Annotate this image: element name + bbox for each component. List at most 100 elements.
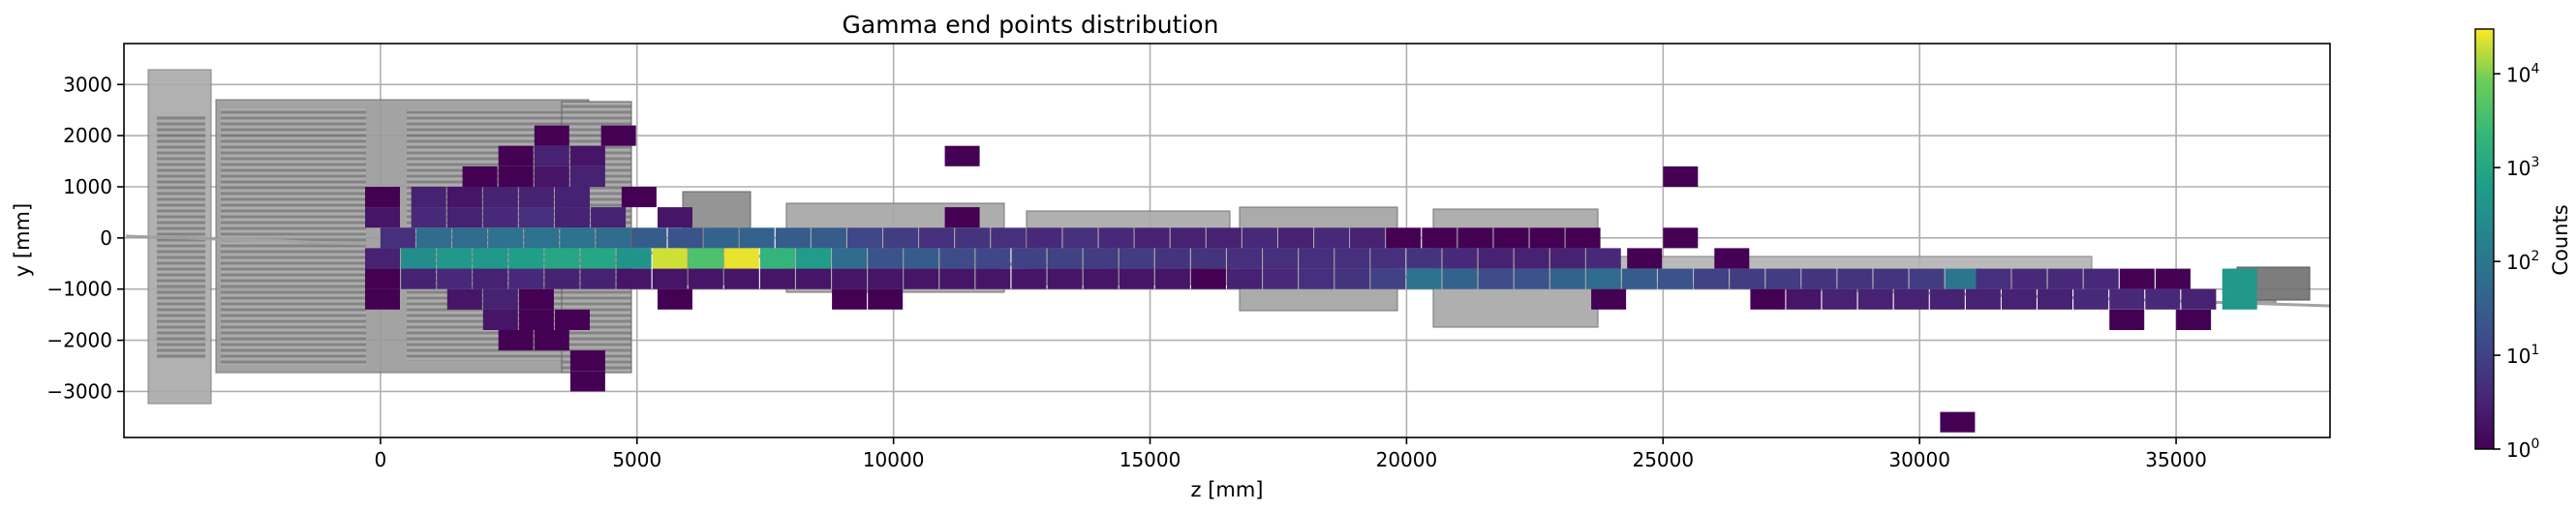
heatmap-cell: [534, 145, 569, 166]
heatmap-cell: [411, 207, 446, 228]
heatmap-cell: [365, 248, 400, 269]
heatmap-cell: [1750, 288, 1786, 310]
heatmap-cell: [1190, 248, 1226, 269]
y-tick-label: 1000: [63, 175, 112, 198]
heatmap-cell: [569, 145, 605, 166]
heatmap-cell: [1119, 268, 1154, 289]
heatmap-cell: [2119, 268, 2155, 289]
heatmap-cell: [1083, 268, 1119, 289]
heatmap-cell: [488, 227, 524, 249]
heatmap-cell: [473, 248, 508, 269]
heatmap-cell: [1406, 248, 1442, 269]
x-axis-ticks: 0 5000 10000 15000 20000 25000 30000 35000: [375, 437, 2207, 471]
heatmap-cell: [652, 248, 688, 269]
x-tick-label: 20000: [1376, 448, 1438, 471]
heatmap-cell: [1549, 268, 1585, 289]
heatmap-cell: [868, 248, 904, 269]
heatmap-cell: [796, 248, 831, 269]
heatmap-cell: [631, 227, 667, 249]
heatmap-cell: [955, 227, 991, 249]
heatmap-cell: [1621, 268, 1657, 289]
heatmap-cell: [1062, 227, 1098, 249]
heatmap-cell: [1893, 288, 1929, 310]
colorbar-tick-label: 104: [2506, 61, 2539, 86]
colorbar-ticks: 100 101 102 103 104: [2494, 61, 2539, 462]
heatmap-cell: [1047, 268, 1083, 289]
heatmap-cell: [658, 288, 692, 310]
heatmap-cell: [1134, 227, 1170, 249]
colorbar: [2474, 28, 2495, 450]
heatmap-cell: [2083, 268, 2119, 289]
heatmap-cell: [1098, 227, 1134, 249]
heatmap-cell: [446, 187, 482, 208]
plot-frame: [123, 43, 2331, 438]
y-tick-label: −2000: [46, 329, 112, 352]
heatmap-cell: [1190, 268, 1226, 289]
heatmap-cell: [1549, 248, 1585, 269]
heatmap-cell: [1514, 268, 1549, 289]
heatmap-cell: [1334, 268, 1370, 289]
heatmap-cell: [473, 268, 508, 289]
heatmap-cell: [1406, 268, 1442, 289]
heatmap-cell: [437, 268, 473, 289]
heatmap-cell: [616, 268, 652, 289]
heatmap-cell: [1227, 248, 1262, 269]
heatmap-cell: [1334, 248, 1370, 269]
heatmap-cell: [723, 248, 759, 269]
heatmap-cell: [1154, 248, 1190, 269]
heatmap-cell: [498, 330, 534, 351]
heatmap-cell: [2047, 268, 2083, 289]
heatmap-cell: [1591, 288, 1627, 310]
heatmap-cell: [482, 207, 518, 228]
heatmap-cell: [2073, 288, 2109, 310]
heatmap-cell: [1627, 248, 1663, 269]
heatmap-cells: [365, 125, 2257, 433]
heatmap-cell: [437, 248, 473, 269]
heatmap-cell: [1658, 268, 1693, 289]
heatmap-cell: [518, 207, 554, 228]
heatmap-cell: [482, 187, 518, 208]
heatmap-cell: [1299, 268, 1334, 289]
heatmap-cell: [508, 248, 544, 269]
colorbar-tick-label: 102: [2506, 249, 2539, 274]
heatmap-cell: [1730, 268, 1765, 289]
heatmap-cell: [524, 227, 560, 249]
heatmap-cell: [868, 268, 904, 289]
heatmap-cell: [1837, 268, 1873, 289]
heatmap-cell: [498, 166, 534, 187]
x-tick-label: 5000: [612, 448, 661, 471]
heatmap-cell: [1929, 288, 1965, 310]
heatmap-cell: [446, 288, 482, 310]
heatmap-cell: [1350, 227, 1386, 249]
heatmap-cell: [759, 248, 795, 269]
heatmap-cell: [1386, 227, 1422, 249]
heatmap-cell: [518, 187, 554, 208]
heatmap-cell: [518, 288, 554, 310]
x-tick-label: 10000: [863, 448, 925, 471]
chart-title: Gamma end points distribution: [843, 11, 1219, 39]
heatmap-cell: [1565, 227, 1601, 249]
heatmap-cell: [1263, 268, 1299, 289]
heatmap-cell: [1119, 248, 1154, 269]
heatmap-cell: [796, 268, 831, 289]
heatmap-cell: [555, 207, 590, 228]
heatmap-cell: [1478, 268, 1514, 289]
heatmap-cell: [1299, 248, 1334, 269]
heatmap-cell: [555, 187, 590, 208]
heatmap-cell: [1027, 227, 1062, 249]
y-axis-label: y [mm]: [11, 203, 34, 277]
heatmap-cell: [2145, 288, 2181, 310]
colorbar-tick-label: 103: [2506, 155, 2539, 180]
heatmap-cell: [1370, 248, 1406, 269]
heatmap-cell: [1422, 227, 1457, 249]
heatmap-cell: [591, 207, 627, 228]
heatmap-cell: [832, 248, 868, 269]
heatmap-cell: [652, 268, 688, 289]
heatmap-cell: [1945, 268, 1980, 289]
heatmap-cell: [1976, 268, 2011, 289]
heatmap-cell: [1047, 248, 1083, 269]
heatmap-cell: [2176, 309, 2212, 330]
heatmap-cell: [365, 207, 400, 228]
x-tick-label: 0: [375, 448, 387, 471]
colorbar-tick-label: 100: [2506, 437, 2539, 462]
